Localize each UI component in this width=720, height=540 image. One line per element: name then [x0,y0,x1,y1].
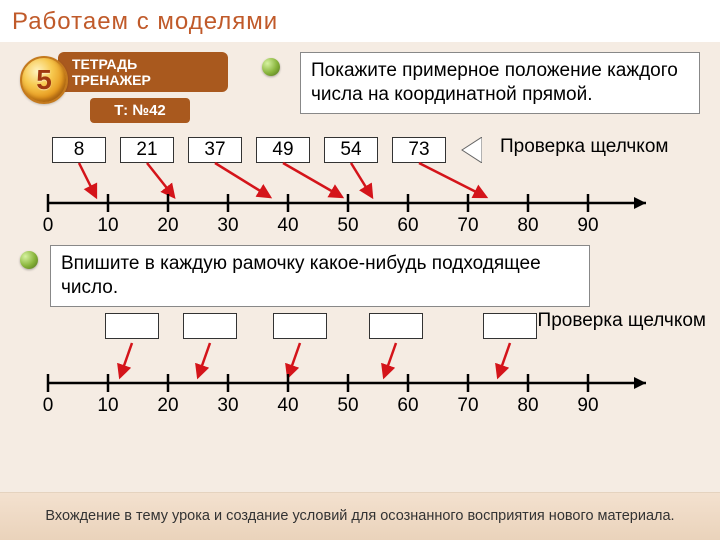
svg-text:30: 30 [217,395,238,416]
number-box[interactable]: 49 [256,137,310,163]
number-box-empty[interactable] [273,313,327,339]
exercise-1: 8 21 37 49 54 73 Проверка щелчком 0 10 20 3… [20,137,700,239]
bullet-icon [262,58,280,76]
svg-text:90: 90 [577,215,598,236]
number-box[interactable]: 54 [324,137,378,163]
svg-text:20: 20 [157,215,178,236]
number-boxes-row-1: 8 21 37 49 54 73 Проверка щелчком [52,137,700,163]
footer-text: Вхождение в тему урока и создание услови… [0,492,720,540]
page-title: Работаем с моделями [0,0,720,40]
instruction-2: Впишите в каждую рамочку какое-нибудь по… [50,245,590,307]
svg-text:0: 0 [43,395,54,416]
number-box[interactable]: 37 [188,137,242,163]
svg-text:40: 40 [277,395,298,416]
svg-text:10: 10 [97,215,118,236]
instruction-1: Покажите примерное положение каждого чис… [300,52,700,114]
number-box-empty[interactable] [105,313,159,339]
exercise-2: Проверка щелчком 0102030405060708090 [20,313,700,419]
trainer-line1: ТЕТРАДЬ [72,56,137,72]
svg-text:80: 80 [517,395,538,416]
svg-text:70: 70 [457,395,478,416]
number-box[interactable]: 8 [52,137,106,163]
task-number: Т: №42 [90,98,190,123]
svg-text:50: 50 [337,395,358,416]
svg-text:40: 40 [277,215,298,236]
svg-text:60: 60 [397,215,418,236]
number-box-empty[interactable] [369,313,423,339]
svg-text:80: 80 [517,215,538,236]
lesson-number-badge: 5 [20,56,68,104]
instruction-row-2: Впишите в каждую рамочку какое-нибудь по… [20,245,700,307]
bullet-icon [20,251,38,269]
check-label-1[interactable]: Проверка щелчком [500,137,668,158]
number-line-1: 0 10 20 30 40 50 60 70 80 90 [20,161,680,239]
svg-text:10: 10 [97,395,118,416]
svg-text:70: 70 [457,215,478,236]
svg-text:20: 20 [157,395,178,416]
number-box[interactable]: 73 [392,137,446,163]
svg-text:90: 90 [577,395,598,416]
svg-text:60: 60 [397,395,418,416]
chevron-left-icon [460,137,482,163]
trainer-tab: ТЕТРАДЬ ТРЕНАЖЕР [58,52,228,92]
badge-block: 5 ТЕТРАДЬ ТРЕНАЖЕР Т: №42 [20,52,250,123]
main-panel: 5 ТЕТРАДЬ ТРЕНАЖЕР Т: №42 Покажите приме… [0,42,720,492]
number-box-empty[interactable] [483,313,537,339]
number-box[interactable]: 21 [120,137,174,163]
trainer-line2: ТРЕНАЖЕР [72,72,151,88]
svg-text:50: 50 [337,215,358,236]
number-box-empty[interactable] [183,313,237,339]
check-label-2[interactable]: Проверка щелчком [538,311,706,332]
number-line-2: 0 10 20 30 40 50 60 70 80 90 [20,341,680,419]
svg-text:30: 30 [217,215,238,236]
svg-text:0: 0 [43,215,54,236]
header-row: 5 ТЕТРАДЬ ТРЕНАЖЕР Т: №42 Покажите приме… [20,52,700,123]
